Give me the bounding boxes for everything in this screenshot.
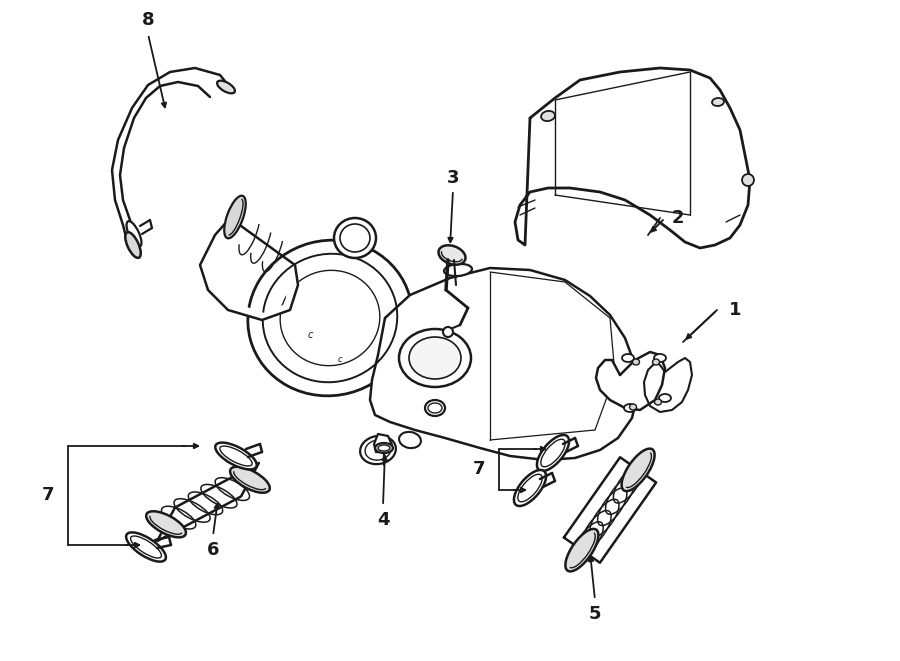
Polygon shape xyxy=(370,268,638,460)
Ellipse shape xyxy=(514,470,546,506)
Text: 6: 6 xyxy=(207,541,220,559)
Ellipse shape xyxy=(125,232,140,258)
Polygon shape xyxy=(374,434,392,452)
Ellipse shape xyxy=(146,511,186,537)
Text: 7: 7 xyxy=(472,460,485,478)
Polygon shape xyxy=(112,68,232,245)
Ellipse shape xyxy=(443,327,453,337)
Ellipse shape xyxy=(622,449,654,491)
Ellipse shape xyxy=(624,404,636,412)
Ellipse shape xyxy=(230,467,270,492)
Text: 4: 4 xyxy=(377,511,389,529)
Ellipse shape xyxy=(652,359,660,365)
Ellipse shape xyxy=(712,98,724,106)
Ellipse shape xyxy=(654,354,666,362)
Ellipse shape xyxy=(659,394,671,402)
Ellipse shape xyxy=(365,440,391,460)
Text: 5: 5 xyxy=(589,605,601,623)
Ellipse shape xyxy=(280,270,380,366)
Text: 8: 8 xyxy=(141,11,154,29)
Ellipse shape xyxy=(654,399,662,405)
Ellipse shape xyxy=(444,264,472,276)
Ellipse shape xyxy=(248,240,412,396)
Ellipse shape xyxy=(263,254,397,382)
Ellipse shape xyxy=(217,81,235,93)
Ellipse shape xyxy=(537,435,569,471)
Ellipse shape xyxy=(428,403,442,413)
Text: 3: 3 xyxy=(446,169,459,187)
Ellipse shape xyxy=(742,174,754,186)
Ellipse shape xyxy=(360,436,396,464)
Text: 1: 1 xyxy=(729,301,742,319)
Polygon shape xyxy=(200,218,298,320)
Ellipse shape xyxy=(629,404,636,410)
Ellipse shape xyxy=(622,354,634,362)
Polygon shape xyxy=(158,463,259,541)
Ellipse shape xyxy=(127,221,141,247)
Ellipse shape xyxy=(565,529,599,571)
Ellipse shape xyxy=(215,443,256,469)
Polygon shape xyxy=(644,358,692,412)
Polygon shape xyxy=(596,352,665,410)
Text: 2: 2 xyxy=(671,209,684,227)
Ellipse shape xyxy=(126,532,166,562)
Ellipse shape xyxy=(399,432,421,448)
Text: c: c xyxy=(338,356,342,364)
Ellipse shape xyxy=(378,445,390,451)
Ellipse shape xyxy=(399,329,471,387)
Ellipse shape xyxy=(224,196,246,239)
Ellipse shape xyxy=(425,400,445,416)
Ellipse shape xyxy=(633,359,640,365)
Ellipse shape xyxy=(340,224,370,252)
Text: c: c xyxy=(307,330,312,340)
Ellipse shape xyxy=(541,111,555,121)
Polygon shape xyxy=(564,457,656,563)
Polygon shape xyxy=(515,68,750,248)
Ellipse shape xyxy=(438,245,465,264)
Ellipse shape xyxy=(409,337,461,379)
Text: 7: 7 xyxy=(41,486,54,504)
Ellipse shape xyxy=(375,443,393,453)
Ellipse shape xyxy=(334,218,376,258)
